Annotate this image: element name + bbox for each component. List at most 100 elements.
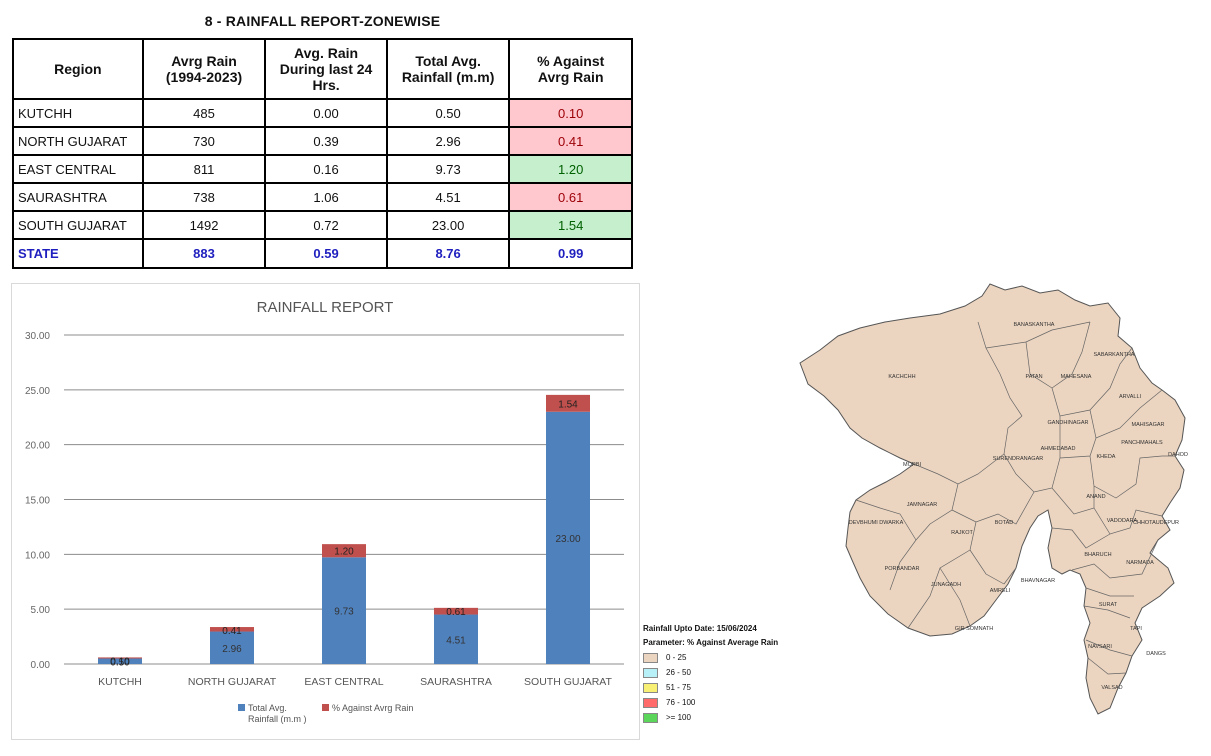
bar-total-avg-rainfall (546, 411, 590, 664)
legend-item: 76 - 100 (643, 698, 803, 708)
table-row: SAURASHTRA 738 1.06 4.51 0.61 (12, 182, 633, 212)
cell-last-24: 0.39 (264, 126, 388, 156)
district-label: VALSAD (1101, 685, 1122, 691)
legend-swatch (643, 653, 658, 663)
y-tick-label: 10.00 (25, 550, 50, 561)
report-title: 8 - RAINFALL REPORT-ZONEWISE (204, 13, 441, 29)
legend-label: Rainfall (m.m ) (248, 714, 307, 724)
cell-pct: 0.99 (508, 238, 633, 269)
district-label: BHAVNAGAR (1021, 578, 1055, 584)
x-tick-label: NORTH GUJARAT (188, 676, 277, 688)
header-pct-against: % Against Avrg Rain (508, 38, 633, 100)
cell-last-24: 0.72 (264, 210, 388, 240)
district-label: BANASKANTHA (1014, 322, 1055, 328)
cell-total: 9.73 (385, 154, 511, 184)
cell-avrg-rain: 485 (141, 98, 267, 128)
y-tick-label: 5.00 (31, 605, 51, 616)
cell-region: EAST CENTRAL (12, 154, 144, 184)
district-label: DANGS (1146, 651, 1166, 657)
cell-avrg-rain: 730 (141, 126, 267, 156)
cell-total: 8.76 (385, 238, 511, 269)
district-label: AHMEDABAD (1041, 446, 1076, 452)
legend-swatch (643, 683, 658, 693)
y-tick-label: 20.00 (25, 441, 50, 452)
district-label: TAPI (1130, 626, 1142, 632)
bar-pct-against-avrg (210, 627, 254, 632)
data-label: 0.61 (446, 607, 466, 618)
bar-total-avg-rainfall (210, 631, 254, 664)
district-label: KHEDA (1097, 454, 1116, 460)
y-tick-label: 0.00 (31, 660, 51, 671)
cell-total: 23.00 (385, 210, 511, 240)
cell-last-24: 0.59 (264, 238, 388, 269)
x-tick-label: SOUTH GUJARAT (524, 676, 612, 688)
state-total-row: STATE 883 0.59 8.76 0.99 (12, 238, 633, 269)
legend-swatch (643, 668, 658, 678)
gujarat-district-map: KACHCHH BANASKANTHA PATAN MAHESANA SABARKANT… (799, 283, 1188, 715)
map-legend-date: Rainfall Upto Date: 15/06/2024 (643, 624, 757, 633)
legend-swatch (643, 698, 658, 708)
district-borders-south (1051, 527, 1159, 675)
legend-item: 0 - 25 (643, 653, 803, 663)
legend-item: 51 - 75 (643, 683, 803, 693)
y-tick-label: 30.00 (25, 331, 50, 342)
cell-avrg-rain: 738 (141, 182, 267, 212)
data-label: 23.00 (555, 534, 580, 545)
cell-total: 0.50 (385, 98, 511, 128)
cell-total: 4.51 (385, 182, 511, 212)
cell-pct: 0.61 (508, 182, 633, 212)
data-label: 4.51 (446, 635, 466, 646)
header-avrg-rain: Avrg Rain (1994-2023) (141, 38, 267, 100)
map-legend-parameter: Parameter: % Against Average Rain (643, 638, 779, 647)
bar-total-avg-rainfall (322, 557, 366, 664)
data-label: 1.54 (558, 399, 578, 410)
district-label: PORBANDAR (885, 566, 920, 572)
map-legend: Rainfall Upto Date: 15/06/2024 Parameter… (643, 624, 803, 723)
district-label: JUNAGADH (931, 582, 961, 588)
legend-item: >= 100 (643, 713, 803, 723)
gujarat-outline (799, 283, 1186, 715)
y-tick-label: 25.00 (25, 386, 50, 397)
district-label: GANDHINAGAR (1048, 420, 1089, 426)
district-label: MAHESANA (1061, 374, 1092, 380)
rainfall-chart-svg: RAINFALL REPORT 0.00 5.00 10.00 15.00 20.00 25… (25, 299, 624, 724)
legend-label: % Against Avrg Rain (332, 703, 413, 713)
district-label: ANAND (1086, 494, 1105, 500)
cell-total: 2.96 (385, 126, 511, 156)
bar-pct-against-avrg (98, 657, 142, 659)
cell-last-24: 0.00 (264, 98, 388, 128)
legend-label: 76 - 100 (666, 698, 696, 707)
district-label: JAMNAGAR (907, 502, 938, 508)
district-label: DAHOD (1168, 452, 1188, 458)
cell-region: KUTCHH (12, 98, 144, 128)
district-label: PANCHMAHALS (1121, 440, 1163, 446)
cell-pct: 0.10 (508, 98, 633, 128)
district-label: SURENDRANAGAR (993, 456, 1043, 462)
district-label: KACHCHH (888, 374, 915, 380)
legend-label: 51 - 75 (666, 683, 691, 692)
district-label: DEVBHUMI DWARKA (849, 520, 904, 526)
chart-title: RAINFALL REPORT (257, 299, 394, 316)
legend-label: 26 - 50 (666, 668, 691, 677)
district-label: AMRELI (990, 588, 1011, 594)
district-label: NAVSARI (1088, 644, 1112, 650)
district-borders-central (1003, 415, 1175, 535)
district-label: RAJKOT (951, 530, 973, 536)
legend-label: >= 100 (666, 713, 691, 722)
x-tick-label: KUTCHH (98, 676, 142, 688)
bar-pct-against-avrg (322, 544, 366, 558)
legend-swatch (643, 713, 658, 723)
zonewise-rainfall-table: Region Avrg Rain (1994-2023) Avg. Rain Dur… (12, 38, 633, 269)
legend-swatch (238, 704, 245, 711)
bar-pct-against-avrg (434, 607, 478, 615)
data-label: 2.96 (222, 644, 242, 655)
cell-region: STATE (12, 238, 144, 269)
cell-region: SOUTH GUJARAT (12, 210, 144, 240)
cell-avrg-rain: 1492 (141, 210, 267, 240)
district-label: CHHOTAUDEPUR (1133, 520, 1179, 526)
data-label: 9.73 (334, 607, 354, 618)
data-label: 0.41 (222, 626, 242, 637)
data-label: 0.50 (110, 658, 130, 669)
district-label: NARMADA (1126, 560, 1154, 566)
district-borders-north (977, 321, 1163, 439)
